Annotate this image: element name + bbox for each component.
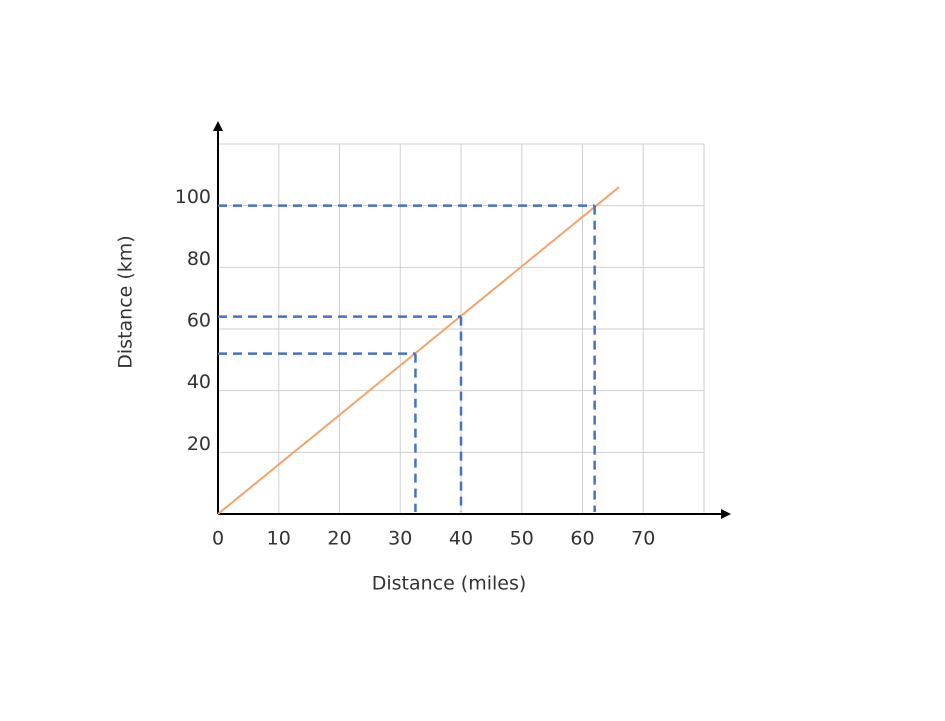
x-tick-label: 20 [327,528,351,550]
data-line [217,186,620,515]
x-tick-label: 70 [631,528,655,550]
x-tick-label: 0 [212,528,224,550]
x-tick-label: 60 [570,528,594,550]
y-tick-label: 40 [187,371,211,393]
y-tick-label: 60 [187,310,211,332]
y-axis-label: Distance (km) [115,235,137,368]
y-tick-label: 80 [187,248,211,270]
x-tick-label: 50 [510,528,534,550]
x-axis-label: Distance (miles) [372,573,527,595]
x-tick-label: 30 [388,528,412,550]
y-tick-label: 100 [175,186,211,208]
y-tick-label: 20 [187,433,211,455]
x-tick-label: 10 [267,528,291,550]
x-tick-label: 40 [449,528,473,550]
